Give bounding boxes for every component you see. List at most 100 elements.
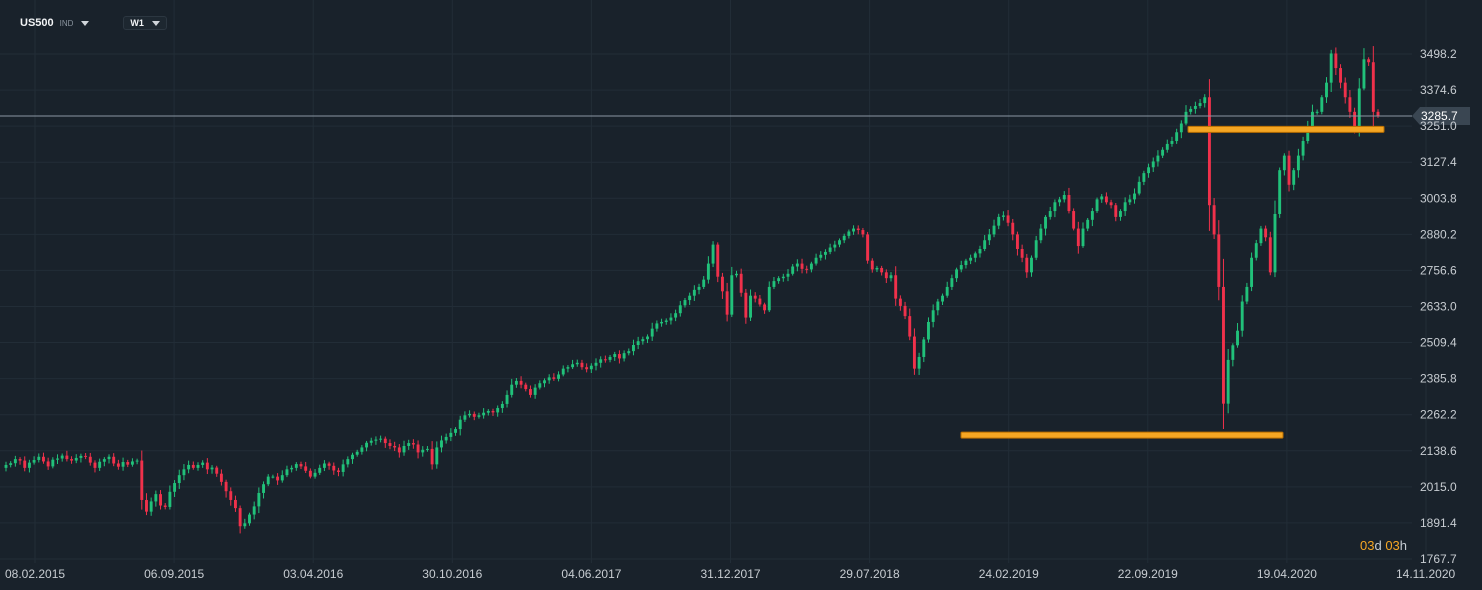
candle-body — [18, 459, 22, 461]
countdown-days: 03 — [1360, 538, 1375, 553]
candle-body — [987, 234, 991, 241]
candle-body — [145, 499, 148, 512]
candle-body — [1034, 240, 1038, 258]
candle-body — [1170, 141, 1174, 144]
candle-body — [257, 492, 261, 507]
candle-body — [1325, 82, 1328, 98]
candle-body — [252, 506, 256, 515]
candle-body — [627, 351, 631, 354]
candle-body — [1179, 123, 1183, 133]
candle-body — [814, 257, 818, 264]
candle-body — [1287, 155, 1291, 185]
candle-body — [997, 216, 1001, 226]
candle-body — [791, 266, 795, 274]
candle-body — [379, 438, 383, 440]
candle-body — [332, 465, 336, 471]
chevron-down-icon — [151, 20, 160, 26]
candle-body — [1184, 111, 1188, 124]
timeframe-label: W1 — [130, 18, 144, 28]
candle-body — [294, 464, 298, 468]
candle-body — [482, 412, 486, 416]
candle-body — [898, 298, 902, 306]
candle-body — [1250, 257, 1254, 287]
candle-body — [224, 481, 228, 492]
candle-body — [945, 286, 949, 296]
candle-body — [1217, 234, 1221, 287]
candle-body — [1076, 228, 1080, 247]
candle-body — [201, 462, 205, 465]
candle-body — [580, 362, 584, 368]
candle-body — [870, 260, 874, 270]
candle-body — [1175, 132, 1179, 142]
candle-body — [1273, 213, 1277, 273]
candle-body — [1189, 108, 1193, 112]
candle-body — [402, 445, 406, 453]
symbol-selector[interactable]: US500 IND — [14, 15, 95, 31]
candle-body — [365, 442, 369, 448]
candle-body — [280, 475, 284, 481]
candle-body — [149, 501, 153, 512]
candle-body — [74, 457, 78, 461]
candle-body — [271, 476, 275, 478]
price-tick-label: 2262.2 — [1420, 408, 1457, 422]
candle-body — [1081, 228, 1085, 247]
candle-body — [346, 459, 350, 465]
time-axis: 08.02.2015 06.09.2015 03.04.2016 30.10.2016… — [5, 567, 1455, 581]
candle-body — [603, 359, 607, 361]
candle-body — [1086, 219, 1090, 229]
candle-body — [454, 429, 457, 433]
candle-body — [711, 244, 715, 264]
candle-body — [1268, 237, 1272, 273]
candle-body — [505, 394, 509, 404]
candle-body — [1015, 234, 1019, 249]
support-resistance-levels[interactable] — [960, 125, 1385, 439]
candle-body — [1058, 199, 1062, 203]
candle-body — [809, 263, 813, 270]
candle-body — [735, 273, 738, 276]
candle-body — [697, 286, 701, 290]
candle-body — [1357, 88, 1361, 127]
candle-body — [772, 281, 776, 287]
candle-body — [543, 380, 546, 384]
candle-body — [32, 459, 36, 463]
candle-body — [1376, 111, 1380, 116]
candle-body — [589, 365, 593, 370]
candle-body — [824, 251, 827, 255]
candle-body — [547, 377, 551, 381]
timeframe-selector[interactable]: W1 — [123, 16, 167, 30]
candle-body — [1039, 228, 1043, 241]
candle-body — [1025, 257, 1029, 273]
candle-body — [1315, 111, 1319, 113]
candle-body — [23, 460, 27, 468]
candle-body — [524, 384, 528, 390]
candle-body — [205, 462, 209, 470]
candle-body — [800, 263, 804, 269]
candle-body — [121, 462, 125, 467]
candle-body — [440, 440, 443, 448]
candle-body — [388, 443, 392, 446]
candle-body — [500, 403, 504, 409]
candle-body — [140, 460, 144, 500]
candle-body — [37, 456, 41, 460]
candle-body — [617, 354, 621, 359]
candle-body — [753, 295, 757, 299]
candle-body — [571, 364, 575, 368]
candle-body — [430, 448, 434, 465]
candle-body — [393, 445, 397, 448]
horizontal-level-line — [1187, 125, 1385, 133]
candle-body — [1245, 286, 1249, 302]
candle-body — [383, 438, 387, 444]
candle-body — [1147, 167, 1151, 174]
candle-body — [1371, 62, 1375, 112]
candle-body — [983, 240, 987, 249]
time-tick-label: 04.06.2017 — [561, 567, 621, 581]
chevron-down-icon — [81, 20, 90, 26]
candle-body — [369, 440, 373, 443]
candle-body — [674, 313, 678, 318]
candle-body — [491, 410, 495, 413]
candle-body — [561, 368, 565, 375]
candle-body — [1236, 330, 1239, 346]
candle-body — [407, 443, 411, 446]
candle-body — [191, 464, 195, 468]
